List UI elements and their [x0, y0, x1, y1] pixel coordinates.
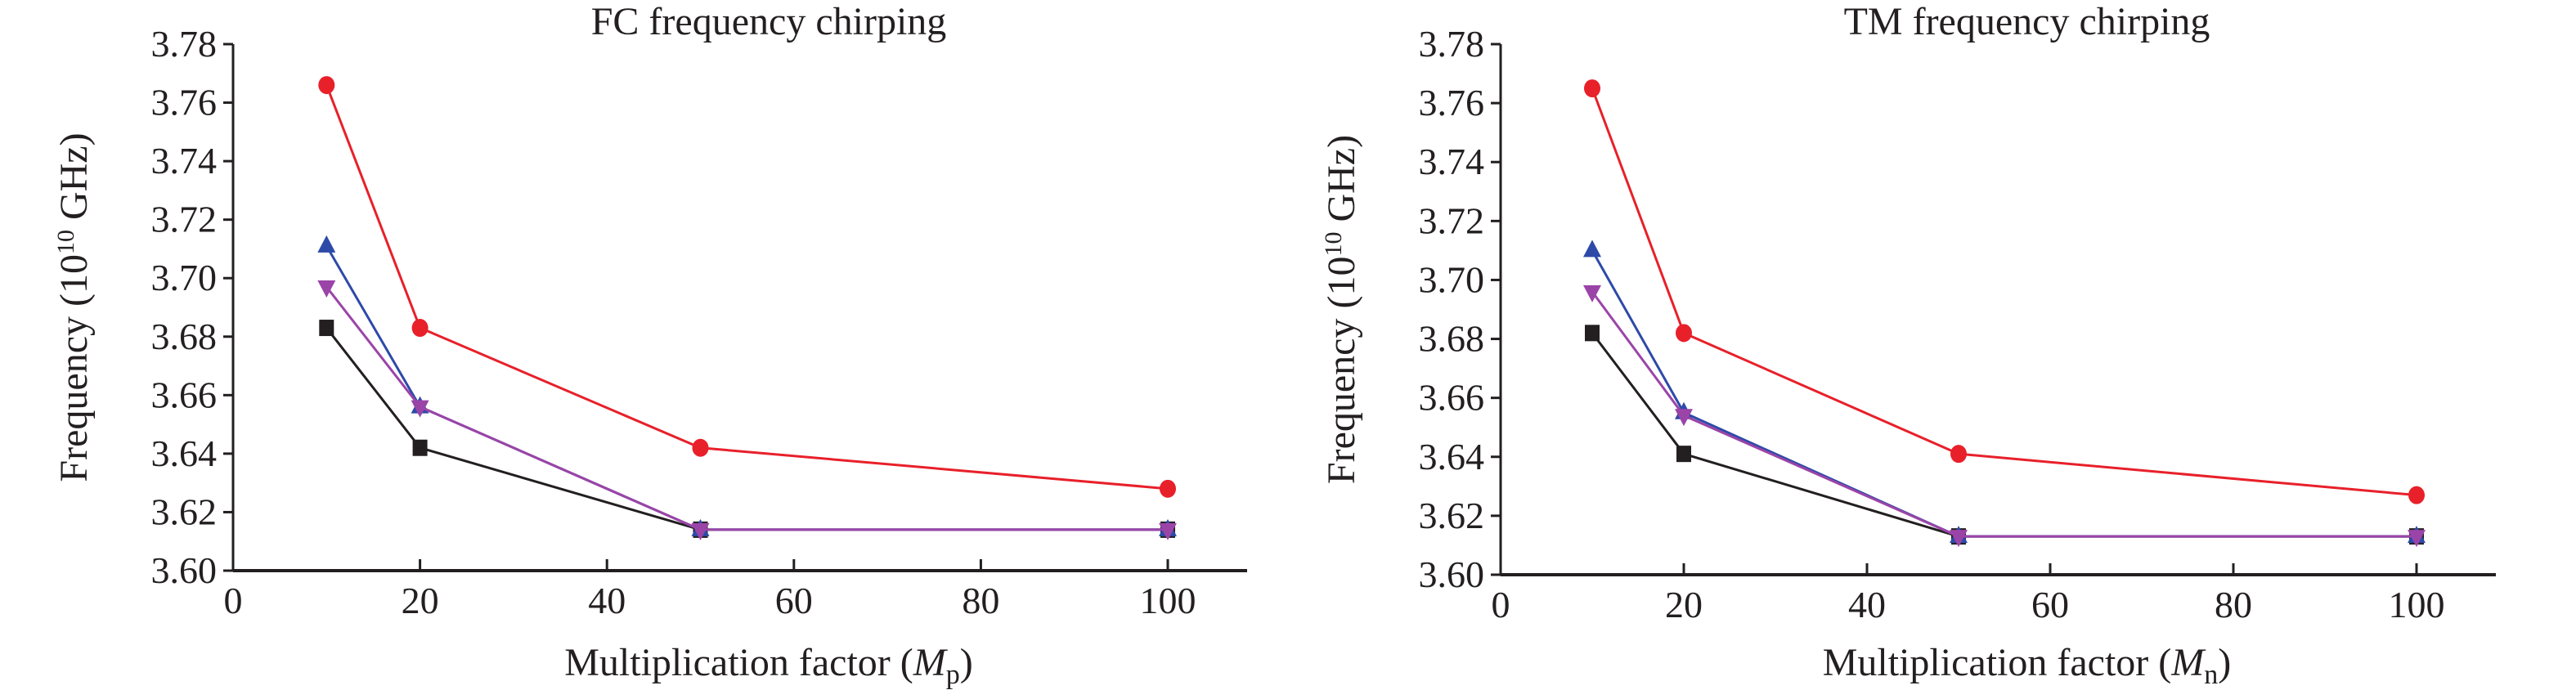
y-axis-label-text: Frequency (10 — [1320, 257, 1363, 485]
data-point-circle — [2408, 486, 2425, 504]
y-axis-label-end: GHz) — [52, 132, 96, 230]
series-triangle-down — [1583, 285, 2426, 548]
series-circle — [1584, 79, 2425, 504]
data-point-circle — [692, 438, 709, 457]
series-triangle-up — [317, 235, 1177, 536]
series-line — [325, 286, 1168, 531]
series-line — [325, 327, 1168, 531]
y-tick-label: 3.62 — [1419, 495, 1485, 536]
data-point-circle — [1584, 79, 1600, 98]
data-point-circle — [1676, 324, 1692, 343]
series-square — [319, 320, 1175, 538]
series-line — [1591, 290, 2417, 538]
x-axis-label-text: Multiplication factor ( — [564, 641, 913, 684]
chart-title: FC frequency chirping — [591, 0, 947, 43]
x-tick-label: 80 — [962, 580, 999, 621]
data-point-triangle-down — [317, 280, 336, 298]
y-tick-label: 3.64 — [151, 432, 218, 474]
x-tick-label: 40 — [1848, 584, 1886, 625]
y-tick-label: 3.62 — [151, 491, 218, 532]
data-point-square — [412, 439, 428, 456]
data-point-circle — [1950, 445, 1967, 464]
data-point-triangle-down — [2408, 530, 2426, 548]
y-axis-label-superscript: 10 — [52, 230, 79, 254]
series-line — [1591, 87, 2417, 497]
data-point-circle — [411, 319, 429, 338]
x-tick-label: 0 — [1492, 584, 1510, 625]
y-tick-label: 3.60 — [151, 549, 218, 591]
y-tick-label: 3.78 — [151, 23, 218, 65]
data-point-square — [1676, 446, 1691, 463]
y-tick-label: 3.70 — [151, 257, 218, 298]
data-point-triangle-down — [411, 400, 429, 418]
data-point-triangle-down — [1583, 285, 1601, 302]
y-tick-label: 3.72 — [1419, 199, 1485, 241]
series-triangle-up — [1583, 240, 2426, 544]
x-axis-label: Multiplication factor (Mp) — [564, 641, 973, 690]
x-axis-label-symbol: M — [913, 641, 949, 684]
data-point-circle — [1160, 479, 1176, 498]
data-point-triangle-up — [1583, 240, 1601, 258]
data-point-triangle-down — [1159, 522, 1177, 540]
y-axis-label: Frequency (1010 GHz) — [1320, 135, 1363, 484]
data-point-circle — [318, 76, 335, 95]
chart-fc: 3.60 3.62 3.64 3.66 3.68 3.70 3.72 3.74 3.76 3.78… — [52, 0, 1247, 690]
data-point-triangle-down — [1950, 530, 1968, 548]
y-tick-label: 3.70 — [1419, 258, 1485, 300]
series-line — [1591, 332, 2417, 538]
series-circle — [318, 76, 1176, 498]
x-tick-label: 60 — [2031, 584, 2069, 625]
y-axis-label-end: GHz) — [1320, 135, 1363, 232]
x-axis-label-text: Multiplication factor ( — [1823, 641, 2172, 684]
y-tick-label: 3.74 — [151, 140, 218, 181]
series-triangle-down — [317, 280, 1177, 540]
x-tick-label: 100 — [1140, 580, 1196, 621]
x-tick-label: 100 — [2389, 584, 2445, 625]
y-tick-label: 3.68 — [151, 316, 218, 357]
x-tick-label: 60 — [775, 580, 813, 621]
series-square — [1585, 325, 2424, 545]
series-line — [325, 245, 1168, 531]
data-point-square — [319, 320, 334, 337]
x-axis-label-end: ) — [960, 641, 973, 684]
y-tick-label: 3.64 — [1419, 436, 1485, 477]
x-axis-label-subscript: p — [946, 660, 960, 690]
y-tick-label: 3.76 — [1419, 82, 1485, 123]
x-axis-label: Multiplication factor (Mn) — [1823, 641, 2232, 690]
y-tick-label: 3.68 — [1419, 318, 1485, 360]
data-point-triangle-down — [691, 522, 710, 540]
y-tick-label: 3.78 — [1419, 23, 1485, 65]
x-tick-label: 20 — [402, 580, 439, 621]
y-tick-label: 3.66 — [151, 374, 218, 415]
x-axis-label-end: ) — [2218, 641, 2231, 684]
x-axis-label-subscript: n — [2204, 660, 2218, 690]
chart-title: TM frequency chirping — [1844, 0, 2210, 43]
y-axis-label: Frequency (1010 GHz) — [52, 132, 96, 482]
y-axis-label-superscript: 10 — [1320, 232, 1347, 257]
y-tick-label: 3.76 — [151, 82, 218, 123]
x-axis-label-symbol: M — [2170, 641, 2206, 684]
x-tick-label: 40 — [588, 580, 626, 621]
chart-tm: 3.60 3.62 3.64 3.66 3.68 3.70 3.72 3.74 3.76 3.78… — [1320, 0, 2496, 690]
data-point-triangle-up — [317, 235, 336, 253]
data-point-square — [1585, 325, 1600, 342]
y-tick-label: 3.72 — [151, 199, 218, 240]
series-line — [325, 84, 1169, 491]
x-tick-label: 20 — [1665, 584, 1703, 625]
x-tick-label: 80 — [2215, 584, 2252, 625]
series-line — [1591, 249, 2417, 538]
y-tick-label: 3.60 — [1419, 553, 1485, 595]
x-tick-label: 0 — [224, 580, 243, 621]
y-tick-label: 3.66 — [1419, 377, 1485, 419]
data-point-triangle-down — [1675, 409, 1693, 427]
y-tick-label: 3.74 — [1419, 141, 1485, 182]
y-axis-label-text: Frequency (10 — [52, 254, 96, 482]
